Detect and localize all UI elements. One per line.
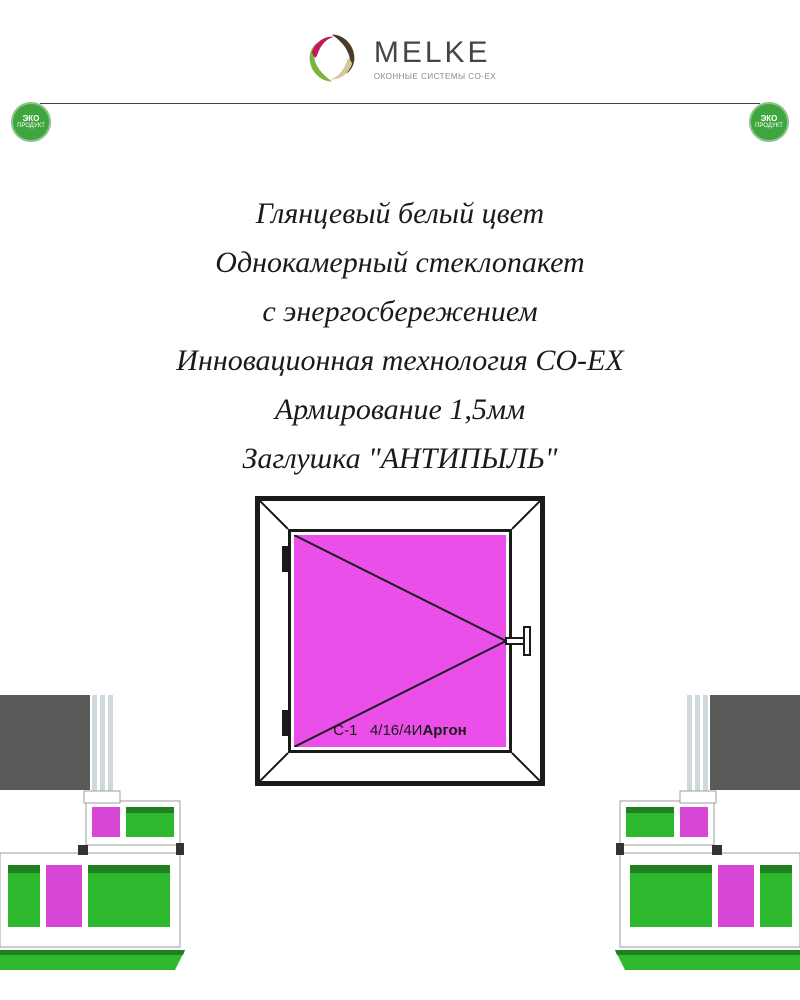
feature-line: с энергосбережением [0,292,800,331]
brand-name: MELKE [374,36,496,70]
window-inner-frame: С-1 4/16/4ИАргон [288,529,512,753]
window-opening-lines [294,535,506,747]
brand-tagline: ОКОННЫЕ СИСТЕМЫ CO-EX [374,72,496,81]
spec-gas: Аргон [422,722,466,739]
feature-line: Однокамерный стеклопакет [0,243,800,282]
eco-badge-line1: ЭКО [761,115,778,123]
window-glass: С-1 4/16/4ИАргон [294,535,506,747]
eco-badge: ЭКО ПРОДУКТ [11,102,51,142]
logo-icon [304,30,360,86]
window-diagram: С-1 4/16/4ИАргон [255,496,545,786]
window-spec-label: С-1 4/16/4ИАргон [294,722,506,739]
eco-badge: ЭКО ПРОДУКТ [749,102,789,142]
window-outer-frame: С-1 4/16/4ИАргон [255,496,545,786]
eco-badge-line1: ЭКО [23,115,40,123]
feature-line: Глянцевый белый цвет [0,194,800,233]
eco-badge-line2: ПРОДУКТ [17,123,45,129]
feature-line: Армирование 1,5мм [0,390,800,429]
feature-list: Глянцевый белый цвет Однокамерный стекло… [0,194,800,478]
brand-logo: MELKE ОКОННЫЕ СИСТЕМЫ CO-EX [304,30,496,86]
header-divider [40,103,760,104]
handle-stem [505,637,525,645]
profile-cross-section-left [0,695,185,975]
hinge-icon [282,710,288,736]
feature-line: Инновационная технология CO-EX [0,341,800,380]
handle-grip [523,626,531,656]
feature-line: Заглушка "АНТИПЫЛЬ" [0,439,800,478]
spec-code: С-1 [333,722,357,739]
eco-badge-line2: ПРОДУКТ [755,123,783,129]
profile-cross-section-right [615,695,800,975]
hinge-icon [282,546,288,572]
spec-formula: 4/16/4И [370,722,423,739]
header: MELKE ОКОННЫЕ СИСТЕМЫ CO-EX [0,0,800,124]
